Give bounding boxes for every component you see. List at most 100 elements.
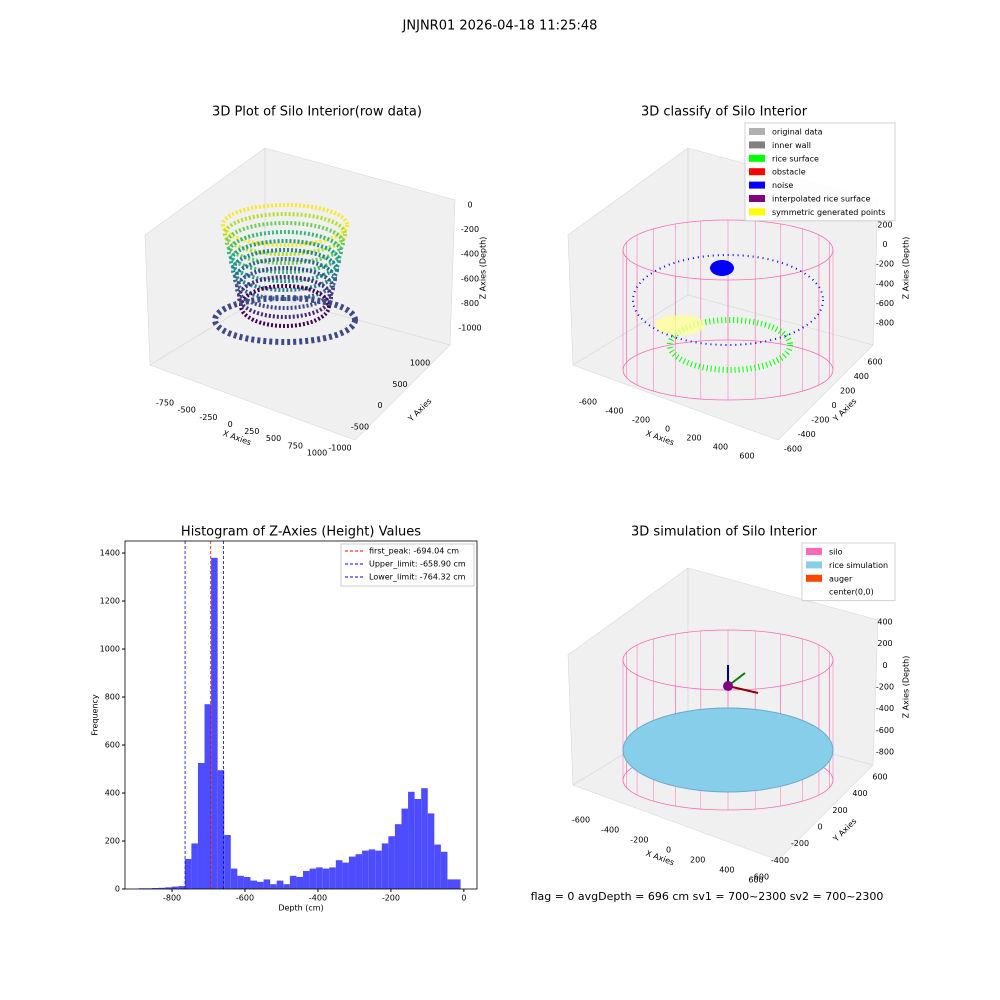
bar bbox=[257, 881, 264, 889]
bar bbox=[440, 851, 448, 889]
legend-label: interpolated rice surface bbox=[772, 195, 870, 204]
panel-title: Histogram of Z-Axies (Height) Values bbox=[181, 525, 421, 540]
tick-label: 500 bbox=[266, 434, 281, 443]
bar bbox=[191, 843, 198, 889]
tick-label: 0 bbox=[831, 401, 836, 410]
legend-label: auger bbox=[829, 574, 853, 583]
x-tick-label: -200 bbox=[382, 894, 400, 903]
bar bbox=[197, 763, 205, 889]
y-tick-label: 0 bbox=[115, 885, 120, 894]
tick-label: -200 bbox=[630, 836, 648, 845]
tick-label: -600 bbox=[876, 726, 894, 735]
panel-title: 3D classify of Silo Interior bbox=[641, 105, 808, 120]
tick-label: -500 bbox=[178, 406, 196, 415]
bar bbox=[309, 868, 317, 889]
tick-label: -600 bbox=[876, 299, 894, 308]
tick-label: 200 bbox=[690, 856, 705, 865]
tick-label: 400 bbox=[877, 618, 892, 627]
tick-label: 0 bbox=[666, 846, 671, 855]
point-cloud bbox=[225, 221, 345, 265]
tick-label: -250 bbox=[199, 413, 217, 422]
x-tick-label: 0 bbox=[461, 894, 466, 903]
bar bbox=[447, 879, 455, 889]
tick-label: 600 bbox=[739, 452, 754, 461]
tick-label: 600 bbox=[872, 773, 887, 782]
points bbox=[632, 254, 824, 346]
bar bbox=[342, 862, 349, 889]
tick-label: 600 bbox=[748, 876, 763, 885]
z-axis-label: Z Axies (Depth) bbox=[902, 656, 911, 719]
legend-swatch bbox=[749, 208, 765, 216]
legend bbox=[340, 543, 475, 587]
x-axis-label: X Axies bbox=[645, 429, 676, 448]
points bbox=[710, 260, 734, 276]
tick-label: 200 bbox=[877, 639, 892, 648]
tick-label: 400 bbox=[719, 866, 734, 875]
point-cloud bbox=[239, 284, 331, 328]
rice bbox=[622, 707, 834, 793]
y-tick-label: 400 bbox=[105, 789, 120, 798]
legend-label: obstacle bbox=[772, 168, 806, 177]
tick-label: 400 bbox=[713, 443, 728, 452]
tick-label: 0 bbox=[467, 201, 472, 210]
tick-label: -200 bbox=[461, 225, 479, 234]
panel-title: 3D Plot of Silo Interior(row data) bbox=[212, 105, 422, 120]
tick-label: 600 bbox=[867, 358, 882, 367]
bar bbox=[171, 886, 179, 889]
point-cloud bbox=[212, 295, 358, 345]
legend-label: original data bbox=[772, 128, 823, 137]
bar bbox=[401, 808, 409, 889]
tick-label: -1000 bbox=[328, 444, 351, 453]
bar bbox=[414, 799, 422, 889]
bar bbox=[335, 860, 343, 889]
bar bbox=[217, 770, 225, 889]
bar bbox=[362, 850, 369, 889]
points bbox=[655, 315, 705, 335]
bar bbox=[263, 879, 271, 889]
bar bbox=[224, 835, 231, 889]
tick-label: -1000 bbox=[458, 324, 481, 333]
point-cloud bbox=[237, 275, 333, 319]
y-tick-label: 600 bbox=[105, 741, 120, 750]
tick-label: -200 bbox=[811, 416, 829, 425]
legend-label: symmetric generated points bbox=[772, 208, 885, 217]
tick-label: -800 bbox=[876, 748, 894, 757]
tick-label: 400 bbox=[854, 372, 869, 381]
bar bbox=[184, 859, 192, 889]
z-axis-label: Z Axies (Depth) bbox=[902, 237, 911, 300]
footer: flag = 0 avgDepth = 696 cm sv1 = 700~230… bbox=[531, 890, 884, 903]
x-tick-label: -800 bbox=[163, 894, 181, 903]
tick-label: -400 bbox=[605, 407, 623, 416]
x-tick-label: -600 bbox=[236, 894, 254, 903]
tick-label: -400 bbox=[461, 250, 479, 259]
legend-swatch bbox=[749, 154, 765, 162]
tick-label: -800 bbox=[461, 299, 479, 308]
bar bbox=[270, 884, 277, 889]
tick-label: -400 bbox=[876, 279, 894, 288]
tick-label: -600 bbox=[572, 816, 590, 825]
tick-label: 750 bbox=[288, 441, 303, 450]
tick-label: 200 bbox=[877, 221, 892, 230]
tick-label: -400 bbox=[876, 704, 894, 713]
auger bbox=[727, 685, 759, 694]
bar bbox=[178, 886, 185, 889]
bar bbox=[348, 856, 356, 889]
legend-swatch bbox=[806, 548, 822, 555]
tick-label: -750 bbox=[156, 399, 174, 408]
tick-label: -600 bbox=[751, 873, 769, 882]
tick-label: 0 bbox=[882, 240, 887, 249]
z-axis-label: Z Axies (Depth) bbox=[479, 237, 488, 300]
bar bbox=[303, 871, 310, 889]
bar bbox=[408, 791, 415, 889]
point-cloud bbox=[229, 239, 341, 283]
y-axis-label: Y Axies bbox=[831, 817, 859, 845]
bar bbox=[316, 867, 323, 889]
legend-label: rice simulation bbox=[829, 561, 888, 570]
tick-label: -500 bbox=[351, 422, 369, 431]
y-tick-label: 1200 bbox=[100, 597, 120, 606]
legend-label: Lower_limit: -764.32 cm bbox=[369, 573, 466, 582]
axes-frame bbox=[124, 540, 478, 890]
bar bbox=[434, 844, 441, 889]
legend-swatch bbox=[749, 181, 765, 189]
